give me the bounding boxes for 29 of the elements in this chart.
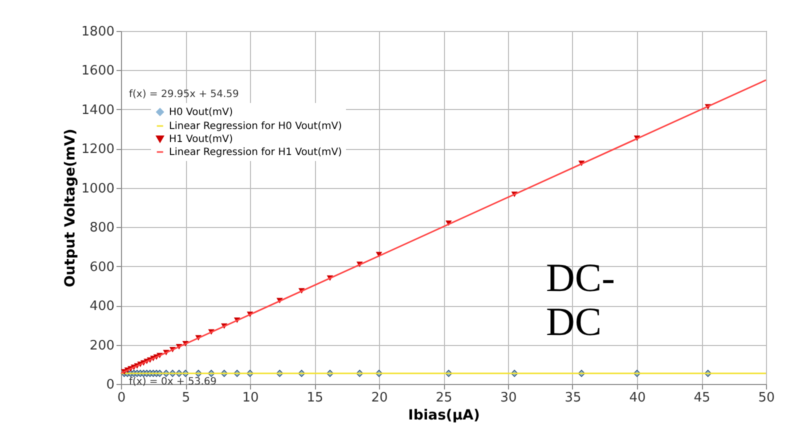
y-tick-label: 1200: [81, 142, 114, 158]
y-tick-label: 0: [106, 378, 114, 392]
annotation: DC- DC: [546, 255, 615, 344]
x-tick-label: 30: [500, 390, 517, 406]
x-tick-label: 25: [436, 390, 452, 406]
y-tick-label: 1600: [81, 64, 114, 79]
y-tick-label: 1400: [81, 102, 114, 118]
x-tick-label: 35: [564, 390, 582, 406]
y-axis-title: Output Voltage(mV): [62, 128, 78, 288]
x-tick-label: 40: [629, 390, 646, 406]
legend-label: H0 Vout(mV): [169, 107, 233, 118]
x-tick-label: 20: [371, 390, 388, 406]
y-tick-label: 1800: [81, 24, 114, 40]
legend-label: Linear Regression for H1 Vout(mV): [169, 147, 342, 158]
x-tick-label: 45: [694, 390, 710, 406]
y-tick-label: 400: [90, 299, 114, 314]
x-tick-label: 50: [758, 390, 775, 406]
x-tick-label: 15: [306, 390, 324, 406]
legend-label: Linear Regression for H0 Vout(mV): [169, 121, 342, 132]
y-tick-label: 600: [90, 260, 114, 275]
y-tick-label: 1000: [81, 181, 114, 196]
x-tick-label: 5: [182, 390, 190, 406]
x-axis-title: Ibias(µA): [408, 408, 480, 424]
y-tick-label: 800: [90, 220, 114, 236]
legend-label: H1 Vout(mV): [169, 134, 233, 145]
x-tick-label: 10: [242, 390, 259, 406]
annotation: f(x) = 29.95x + 54.59: [129, 89, 239, 100]
y-tick-label: 200: [90, 338, 114, 354]
x-tick-label: 0: [117, 390, 126, 406]
